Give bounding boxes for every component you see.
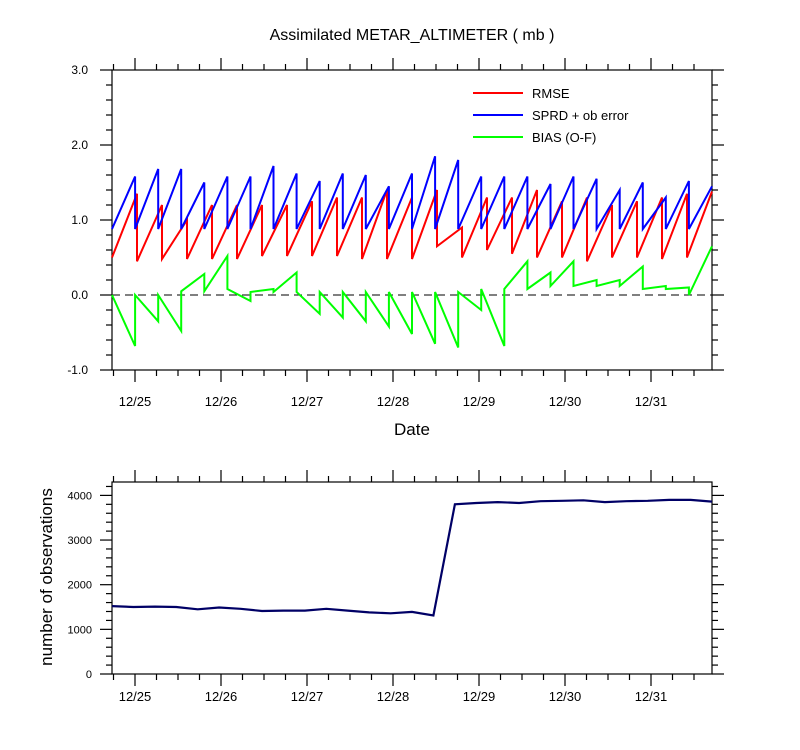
x-tick-label: 12/28 xyxy=(377,689,410,704)
y-tick-label: 0 xyxy=(86,669,92,681)
x-tick-label: 12/30 xyxy=(549,689,582,704)
observations-line xyxy=(111,498,713,617)
y-tick-label: 4000 xyxy=(68,490,92,502)
y-tick-label: 0.0 xyxy=(71,288,88,302)
legend-label: BIAS (O-F) xyxy=(532,130,596,145)
legend: RMSE SPRD + ob error BIAS (O-F) xyxy=(473,86,629,145)
x-axis-label: Date xyxy=(394,420,430,439)
chart-title: Assimilated METAR_ALTIMETER ( mb ) xyxy=(270,27,555,44)
y-tick-label: 2000 xyxy=(68,580,92,592)
legend-label: SPRD + ob error xyxy=(532,108,629,123)
top-plot: -1.0 0.0 1.0 2.0 3.0 12/25 12/26 12/27 12/28 12/… xyxy=(67,58,724,409)
y-tick-label: 3000 xyxy=(68,535,92,547)
series-line-2 xyxy=(111,245,713,348)
y-tick-label: 1000 xyxy=(68,624,92,636)
x-tick-label: 12/26 xyxy=(205,689,238,704)
x-tick-label: 12/26 xyxy=(205,394,238,409)
y-tick-label: 1.0 xyxy=(71,213,88,227)
x-tick-label: 12/31 xyxy=(635,689,668,704)
x-tick-label: 12/25 xyxy=(119,394,152,409)
x-tick-label: 12/30 xyxy=(549,394,582,409)
y-tick-label: 2.0 xyxy=(71,138,88,152)
y-axis-label-observations: number of observations xyxy=(37,488,56,666)
legend-label: RMSE xyxy=(532,86,570,101)
x-tick-label: 12/29 xyxy=(463,689,496,704)
x-tick-label: 12/29 xyxy=(463,394,496,409)
x-tick-label: 12/25 xyxy=(119,689,152,704)
x-tick-label: 12/27 xyxy=(291,689,324,704)
y-tick-label: 3.0 xyxy=(71,63,88,77)
series-line-1 xyxy=(111,155,713,233)
x-tick-label: 12/27 xyxy=(291,394,324,409)
bottom-plot-frame xyxy=(111,481,713,675)
x-tick-label: 12/28 xyxy=(377,394,410,409)
y-tick-label: -1.0 xyxy=(67,363,88,377)
bottom-plot: 0 1000 2000 3000 4000 12/25 12/26 12/27 12/28 12… xyxy=(68,470,724,704)
x-tick-label: 12/31 xyxy=(635,394,668,409)
